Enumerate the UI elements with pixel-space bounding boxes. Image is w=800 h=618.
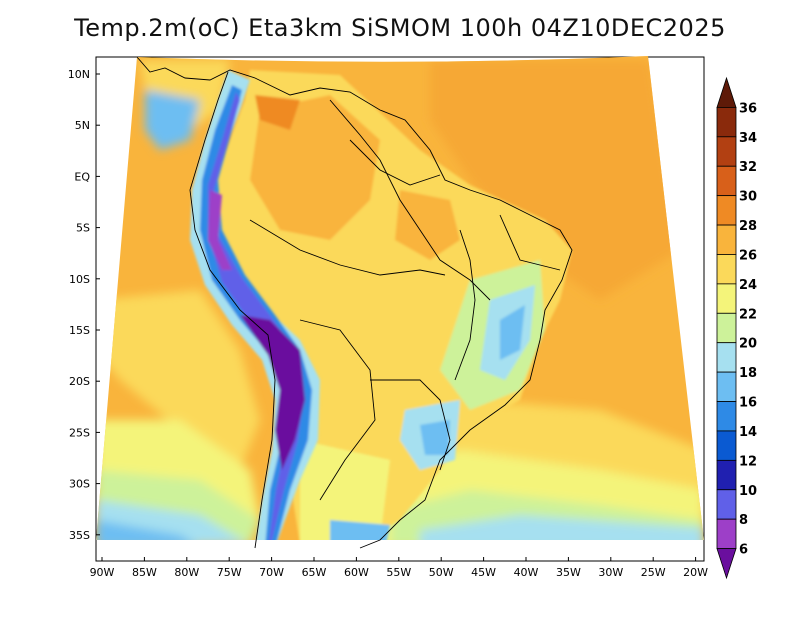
colorbar-max-arrow xyxy=(716,76,737,108)
lon-label: 35W xyxy=(556,566,581,579)
lat-label: 20S xyxy=(69,375,90,388)
lon-label: 20W xyxy=(683,566,708,579)
lon-label: 70W xyxy=(259,566,284,579)
colorbar-label: 14 xyxy=(739,425,757,440)
colorbar-label: 36 xyxy=(739,101,757,116)
coastlines xyxy=(136,56,573,549)
south-brazil-18 xyxy=(420,420,450,455)
lon-label: 80W xyxy=(174,566,199,579)
colorbar-swatch xyxy=(716,518,737,549)
pampas-24 xyxy=(300,440,390,540)
amazon-28 xyxy=(250,95,380,240)
border-1 xyxy=(329,99,491,301)
pacific-26 xyxy=(96,290,260,470)
pacific-north-18 xyxy=(145,90,200,150)
lat-label: 25S xyxy=(69,426,90,439)
colorbar-swatch xyxy=(716,342,737,373)
lon-label: 85W xyxy=(132,566,157,579)
border-7 xyxy=(349,139,441,186)
lon-label: 65W xyxy=(302,566,327,579)
colorbar-label: 16 xyxy=(739,396,757,411)
lat-label: 10N xyxy=(68,68,90,81)
colorbar-swatch xyxy=(716,224,737,255)
lat-label: 10S xyxy=(69,273,90,286)
colorbar-label: 34 xyxy=(739,131,757,146)
lon-label: 40W xyxy=(514,566,539,579)
colorbar-swatch xyxy=(716,371,737,402)
colorbar-label: 24 xyxy=(739,278,757,293)
colorbar-label: 30 xyxy=(739,190,757,205)
colorbar-label: 22 xyxy=(739,307,757,322)
hot-spot-30 xyxy=(255,95,300,130)
colorbar-swatch xyxy=(716,283,737,314)
lat-label: 5S xyxy=(76,222,90,235)
border-2 xyxy=(249,219,446,276)
andes-8 xyxy=(208,190,232,270)
colorbar-label: 18 xyxy=(739,366,757,381)
colorbar-swatch xyxy=(716,107,737,138)
lon-label: 30W xyxy=(598,566,623,579)
patagonia-18 xyxy=(330,520,390,540)
colorbar-label: 12 xyxy=(739,454,757,469)
colorbar-swatch xyxy=(716,254,737,285)
lat-label: 5N xyxy=(75,119,90,132)
colorbar-swatch xyxy=(716,165,737,197)
lon-label: 50W xyxy=(429,566,454,579)
colorbar-label: 10 xyxy=(739,484,757,499)
pacific-18 xyxy=(96,520,200,540)
highland-18 xyxy=(500,305,525,360)
border-5 xyxy=(454,229,476,381)
colorbar-min-arrow xyxy=(716,548,737,580)
lon-label: 75W xyxy=(217,566,242,579)
colorbar-label: 32 xyxy=(739,160,757,175)
colorbar-swatch xyxy=(716,136,737,167)
pacific-coastline xyxy=(189,71,276,549)
border-3 xyxy=(299,319,376,501)
lon-label: 25W xyxy=(641,566,666,579)
colorbar-swatch xyxy=(716,430,737,461)
lon-label: 60W xyxy=(344,566,369,579)
lat-label: EQ xyxy=(74,170,90,183)
lon-label: 90W xyxy=(90,566,115,579)
colorbar-swatch xyxy=(716,401,737,432)
colorbar-swatch xyxy=(716,489,737,520)
lon-label: 45W xyxy=(471,566,496,579)
border-6 xyxy=(499,214,561,271)
atlantic-coastline xyxy=(136,56,573,549)
lat-label: 30S xyxy=(69,478,90,491)
colorbar-label: 28 xyxy=(739,219,757,234)
longitude-axis: 90W 85W 80W 75W 70W 65W 60W 55W 50W 45W 40W 35W 30W 2… xyxy=(90,557,708,579)
colorbar-label: 6 xyxy=(739,543,748,558)
colorbar-label: 8 xyxy=(739,513,748,528)
colorbar-swatch xyxy=(716,312,737,344)
amazon-east-28 xyxy=(395,190,460,260)
lat-label: 15S xyxy=(69,324,90,337)
colorbar-swatch xyxy=(716,195,737,226)
colorbar-label: 20 xyxy=(739,337,757,352)
warm-atlantic xyxy=(430,60,680,300)
map-title: Temp.2m(oC) Eta3km SiSMOM 100h 04Z10DEC2… xyxy=(74,14,726,42)
lon-label: 55W xyxy=(386,566,411,579)
sw-atlantic-20 xyxy=(420,515,704,540)
border-4 xyxy=(370,379,451,471)
altiplano-6 xyxy=(240,315,305,470)
colorbar: 6 8 10 12 14 16 18 20 22 24 26 28 30 32 34 36 xyxy=(716,76,757,580)
temperature-field xyxy=(96,56,704,540)
lat-label: 35S xyxy=(69,529,90,542)
colorbar-swatch xyxy=(716,459,737,491)
colorbar-label: 26 xyxy=(739,248,757,263)
latitude-axis: 10N 5N EQ 5S 10S 15S 20S 25S 30S 35S xyxy=(68,68,100,542)
